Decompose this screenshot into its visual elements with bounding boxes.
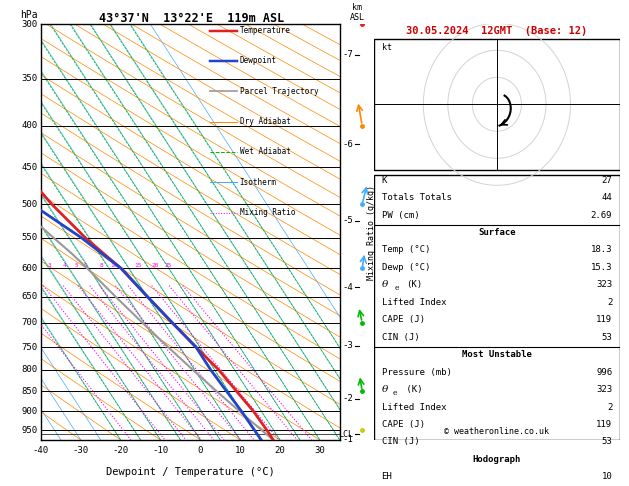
Text: Hodograph: Hodograph bbox=[473, 455, 521, 464]
Text: Lifted Index: Lifted Index bbox=[382, 298, 446, 307]
Text: Isotherm: Isotherm bbox=[240, 178, 277, 187]
Text: 2: 2 bbox=[607, 298, 612, 307]
Text: CIN (J): CIN (J) bbox=[382, 437, 420, 447]
Text: 8: 8 bbox=[100, 263, 103, 268]
Text: 4: 4 bbox=[62, 263, 66, 268]
Text: 10: 10 bbox=[601, 472, 612, 481]
Text: 53: 53 bbox=[601, 437, 612, 447]
Text: Mixing Ratio (g/kg): Mixing Ratio (g/kg) bbox=[367, 185, 376, 279]
Text: 2: 2 bbox=[607, 402, 612, 412]
Text: K: K bbox=[382, 175, 387, 185]
Text: 27: 27 bbox=[601, 175, 612, 185]
Text: Most Unstable: Most Unstable bbox=[462, 350, 532, 359]
Text: 323: 323 bbox=[596, 280, 612, 289]
Text: 750: 750 bbox=[22, 343, 38, 351]
Text: -5: -5 bbox=[343, 216, 353, 225]
Text: 10: 10 bbox=[235, 446, 245, 455]
Text: kt: kt bbox=[382, 43, 392, 52]
Text: -6: -6 bbox=[343, 140, 353, 149]
Text: CIN (J): CIN (J) bbox=[382, 333, 420, 342]
Text: Pressure (mb): Pressure (mb) bbox=[382, 367, 452, 377]
Text: 10: 10 bbox=[110, 263, 118, 268]
Text: 119: 119 bbox=[596, 315, 612, 324]
Text: 700: 700 bbox=[22, 318, 38, 327]
Text: Dewp (°C): Dewp (°C) bbox=[382, 263, 430, 272]
Text: -10: -10 bbox=[152, 446, 169, 455]
Text: Parcel Trajectory: Parcel Trajectory bbox=[240, 87, 318, 96]
Text: 600: 600 bbox=[22, 264, 38, 273]
Text: -1: -1 bbox=[343, 435, 353, 444]
Text: 44: 44 bbox=[601, 193, 612, 202]
Text: 119: 119 bbox=[596, 420, 612, 429]
Bar bbox=[374, 39, 620, 170]
Text: 43°37'N  13°22'E  119m ASL: 43°37'N 13°22'E 119m ASL bbox=[99, 12, 284, 25]
Bar bbox=[374, 175, 620, 440]
Text: hPa: hPa bbox=[20, 10, 38, 20]
Text: CAPE (J): CAPE (J) bbox=[382, 420, 425, 429]
Text: Wet Adiabat: Wet Adiabat bbox=[240, 147, 291, 156]
Text: θ: θ bbox=[382, 385, 388, 394]
Text: CAPE (J): CAPE (J) bbox=[382, 315, 425, 324]
Text: 15: 15 bbox=[134, 263, 142, 268]
Text: 550: 550 bbox=[22, 233, 38, 243]
Text: 20: 20 bbox=[274, 446, 286, 455]
Text: 950: 950 bbox=[22, 426, 38, 435]
Text: 350: 350 bbox=[22, 74, 38, 83]
Text: 996: 996 bbox=[596, 367, 612, 377]
Text: -2: -2 bbox=[343, 394, 353, 403]
Text: 3: 3 bbox=[48, 263, 52, 268]
Text: 800: 800 bbox=[22, 365, 38, 374]
Text: e: e bbox=[392, 389, 397, 397]
Text: 500: 500 bbox=[22, 200, 38, 208]
Text: -20: -20 bbox=[113, 446, 128, 455]
Text: 5: 5 bbox=[74, 263, 78, 268]
Text: 650: 650 bbox=[22, 292, 38, 301]
Text: Dewpoint: Dewpoint bbox=[240, 56, 277, 65]
Text: -4: -4 bbox=[343, 283, 353, 292]
Text: 30: 30 bbox=[314, 446, 325, 455]
Text: (K): (K) bbox=[401, 385, 423, 394]
Text: 400: 400 bbox=[22, 121, 38, 130]
Text: Lifted Index: Lifted Index bbox=[382, 402, 446, 412]
Text: Dewpoint / Temperature (°C): Dewpoint / Temperature (°C) bbox=[106, 467, 275, 477]
Text: 53: 53 bbox=[601, 333, 612, 342]
Text: (K): (K) bbox=[406, 280, 422, 289]
Text: km
ASL: km ASL bbox=[350, 3, 364, 22]
Text: θ: θ bbox=[382, 280, 388, 289]
Text: 30.05.2024  12GMT  (Base: 12): 30.05.2024 12GMT (Base: 12) bbox=[406, 26, 587, 36]
Text: 900: 900 bbox=[22, 407, 38, 416]
Text: e: e bbox=[395, 284, 399, 292]
Text: -7: -7 bbox=[343, 50, 353, 59]
Text: © weatheronline.co.uk: © weatheronline.co.uk bbox=[445, 427, 549, 435]
Text: Totals Totals: Totals Totals bbox=[382, 193, 452, 202]
Text: -3: -3 bbox=[343, 341, 353, 350]
Text: Temperature: Temperature bbox=[240, 26, 291, 35]
Text: 450: 450 bbox=[22, 163, 38, 172]
Text: 323: 323 bbox=[596, 385, 612, 394]
Text: 2.69: 2.69 bbox=[591, 210, 612, 220]
Text: PW (cm): PW (cm) bbox=[382, 210, 420, 220]
Text: 25: 25 bbox=[165, 263, 172, 268]
Text: Mixing Ratio: Mixing Ratio bbox=[240, 208, 295, 217]
Text: Dry Adiabat: Dry Adiabat bbox=[240, 117, 291, 126]
Text: 20: 20 bbox=[151, 263, 159, 268]
Text: -30: -30 bbox=[73, 446, 89, 455]
Text: Temp (°C): Temp (°C) bbox=[382, 245, 430, 255]
Text: -40: -40 bbox=[33, 446, 49, 455]
Text: 850: 850 bbox=[22, 387, 38, 396]
Text: 15.3: 15.3 bbox=[591, 263, 612, 272]
Text: 6: 6 bbox=[84, 263, 87, 268]
Text: 18.3: 18.3 bbox=[591, 245, 612, 255]
Text: LCL: LCL bbox=[338, 430, 353, 438]
Text: 300: 300 bbox=[22, 20, 38, 29]
Text: EH: EH bbox=[382, 472, 392, 481]
Text: Surface: Surface bbox=[478, 228, 516, 237]
Text: 0: 0 bbox=[198, 446, 203, 455]
